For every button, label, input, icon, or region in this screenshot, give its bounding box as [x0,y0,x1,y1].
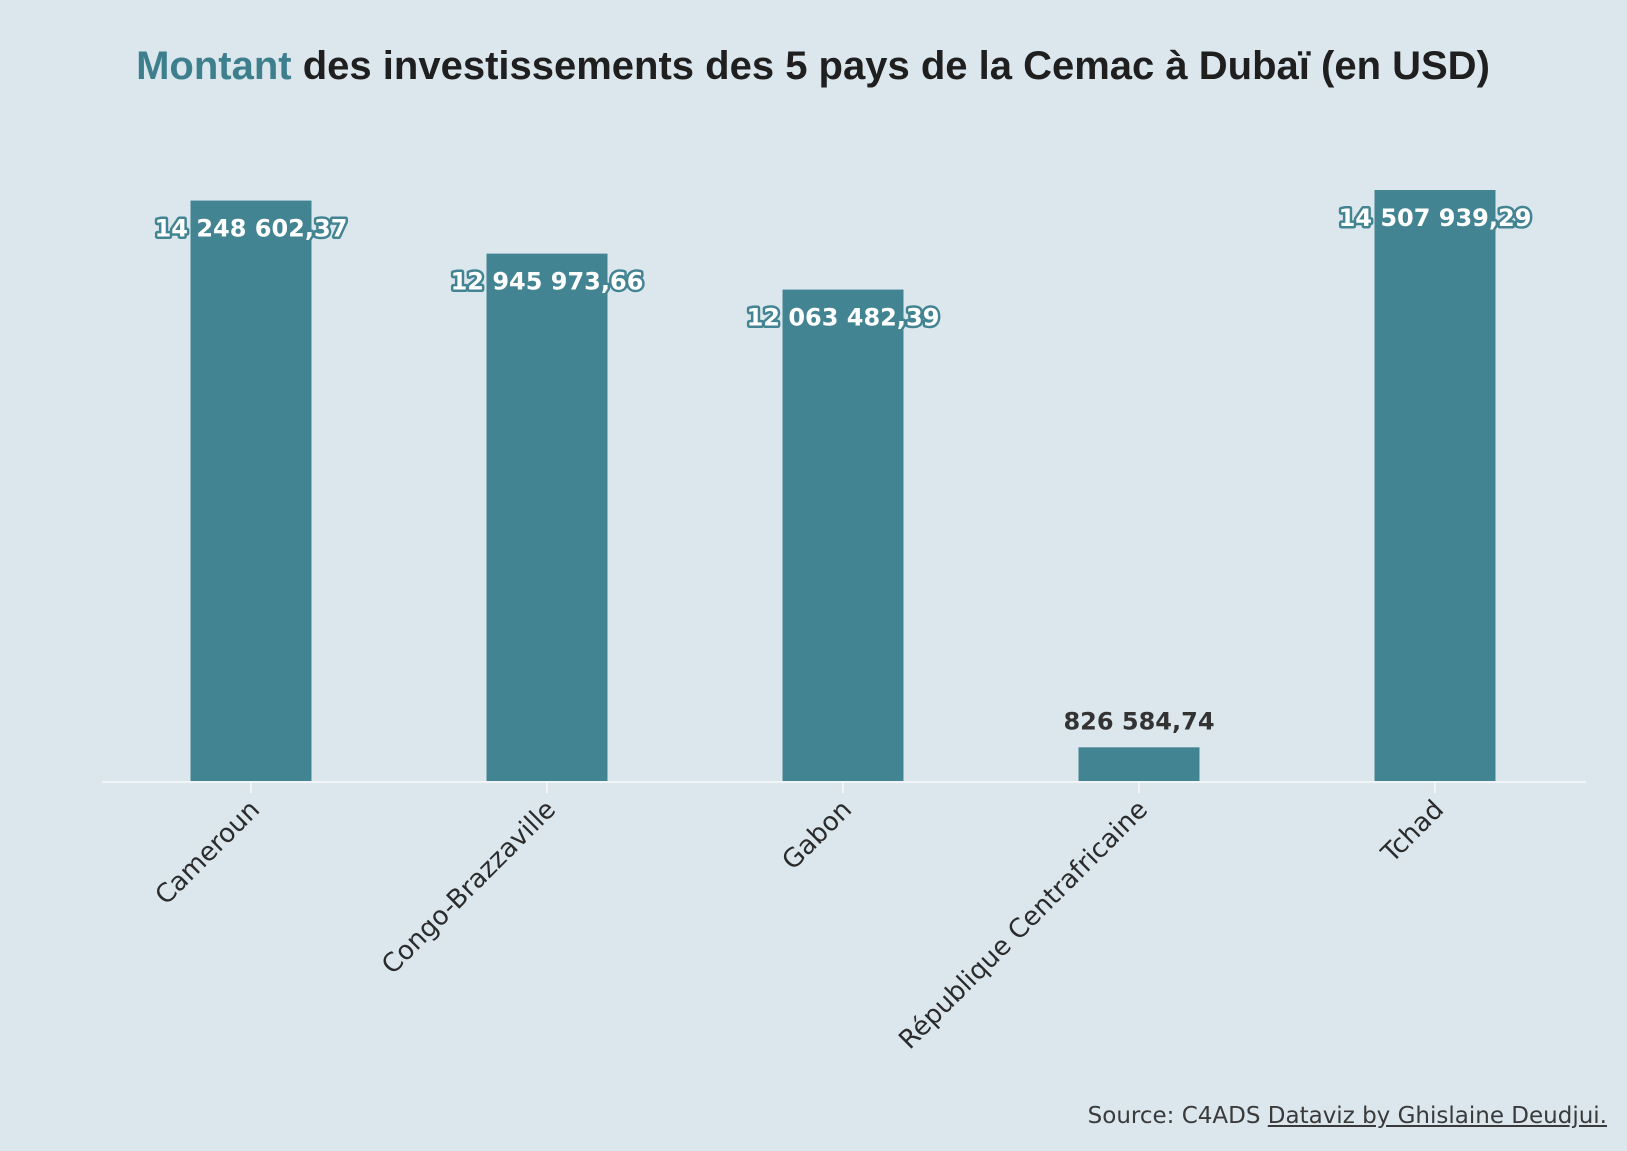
chart-title: Montant des investissements des 5 pays d… [136,44,1490,88]
bar [1374,190,1496,781]
bar [782,289,904,781]
value-labels: 14 248 602,37 12 945 973,66 12 063 482,39 8… [152,202,1534,736]
source-caption: Source: C4ADS Dataviz by Ghislaine Deudj… [1088,1103,1607,1129]
bar [1078,747,1200,781]
x-tick-label: Gabon [777,795,858,876]
value-label: 14 248 602,37 [155,215,348,243]
x-tick-label: Tchad [1375,795,1450,870]
x-tick-label: Congo-Brazzaville [376,795,562,981]
value-label: 14 507 939,29 [1339,204,1532,232]
bar [190,200,312,781]
x-tick-label: Cameroun [150,795,266,911]
chart-title-rest: des investissements des 5 pays de la Cem… [292,44,1490,88]
bar [486,253,608,781]
value-label: 12 945 973,66 [451,268,644,296]
bars-layer [190,190,1496,781]
chart-title-accent: Montant [136,44,292,88]
source-text: Source: C4ADS [1087,1103,1268,1129]
value-label: 12 063 482,39 [747,304,940,332]
credit-link[interactable]: Dataviz by Ghislaine Deudjui. [1267,1103,1607,1129]
x-tick-label: République Centrafricaine [893,795,1154,1056]
value-label: 826 584,74 [1063,707,1214,735]
x-axis: Cameroun Congo-Brazzaville Gabon République… [102,781,1586,1056]
